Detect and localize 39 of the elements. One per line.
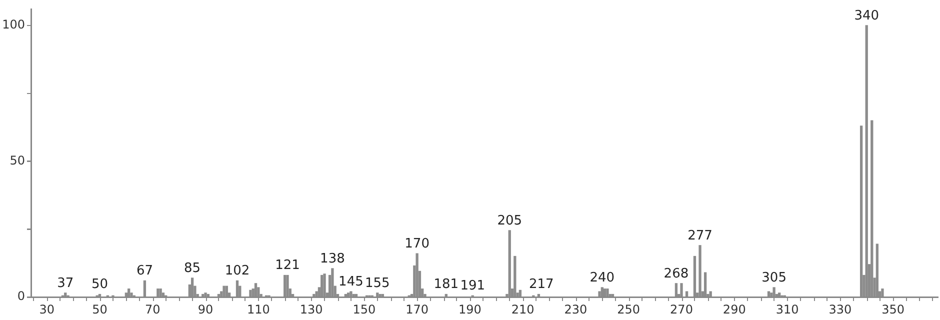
x-tick-label: 210 <box>511 302 534 316</box>
x-tick-label: 330 <box>828 302 852 316</box>
y-tick-label: 50 <box>10 153 25 168</box>
annotation: 85 <box>184 260 201 276</box>
annotation: 340 <box>854 8 880 24</box>
annotation: 145 <box>338 274 364 290</box>
annotation: 205 <box>497 213 522 228</box>
x-tick-label: 350 <box>882 302 904 316</box>
x-tick-label: 70 <box>145 302 160 316</box>
annotation: 191 <box>460 278 486 294</box>
y-tick-label: 0 <box>17 289 25 304</box>
annotation: 37 <box>57 276 74 291</box>
annotation: 121 <box>275 258 300 274</box>
x-tick-label: 30 <box>39 302 55 316</box>
x-tick-label: 170 <box>406 302 429 316</box>
x-tick-label: 150 <box>352 302 376 316</box>
annotation: 138 <box>320 251 345 266</box>
x-tick-label: 230 <box>564 302 588 316</box>
x-tick-label: 250 <box>617 302 640 316</box>
annotation: 268 <box>664 266 689 282</box>
annotation: 170 <box>404 236 430 252</box>
annotation: 50 <box>91 277 108 292</box>
x-tick-label: 130 <box>300 302 323 316</box>
annotation: 277 <box>688 228 712 244</box>
annotation: 305 <box>762 270 786 286</box>
x-tick-label: 50 <box>92 302 108 316</box>
x-tick-label: 290 <box>722 302 746 316</box>
annotation: 102 <box>224 264 250 279</box>
annotation: 67 <box>136 264 153 279</box>
x-tick-label: 90 <box>198 302 214 316</box>
x-tick-label: 310 <box>776 302 799 316</box>
x-tick-label: 110 <box>246 302 270 316</box>
x-tick-label: 270 <box>670 302 693 316</box>
annotation: 181 <box>434 277 459 292</box>
x-tick-label: 190 <box>458 302 482 316</box>
annotation: 240 <box>590 270 615 286</box>
annotation: 155 <box>364 276 390 291</box>
y-tick-label: 100 <box>2 18 25 32</box>
annotation: 217 <box>528 277 554 292</box>
